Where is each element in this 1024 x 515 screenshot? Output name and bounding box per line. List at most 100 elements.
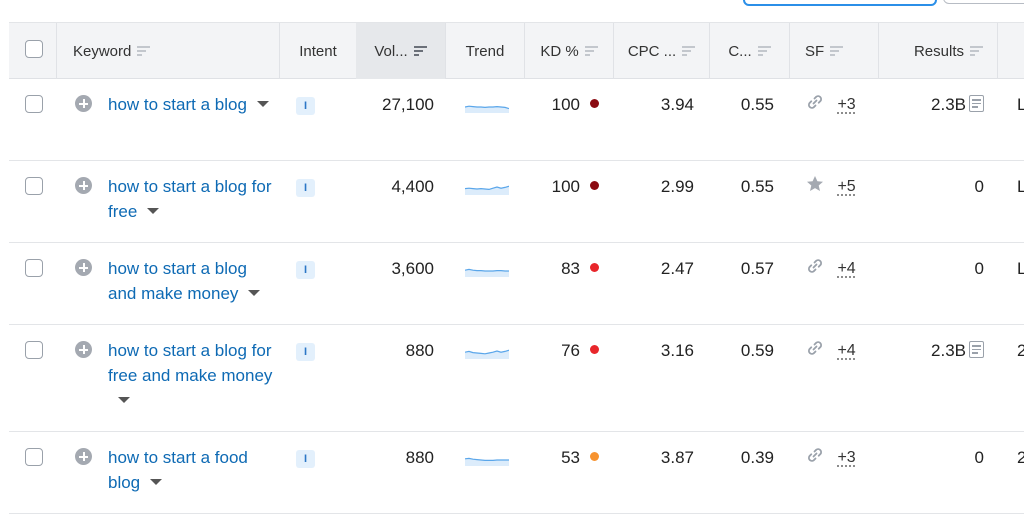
add-circle-icon[interactable] — [75, 95, 92, 112]
keyword-link[interactable]: how to start a blog and make money — [108, 256, 278, 306]
trend-line — [465, 185, 509, 191]
table-body: how to start a blog I 27,100 100 3.94 0.… — [9, 79, 1024, 514]
intent-badge[interactable]: I — [296, 450, 315, 468]
trend-sparkline — [465, 105, 509, 113]
trend-area — [465, 186, 509, 195]
keyword-text[interactable]: how to start a food blog — [108, 448, 248, 492]
filter-icon[interactable] — [682, 46, 696, 56]
sf-more-link[interactable]: +4 — [837, 342, 856, 359]
sf-more-link[interactable]: +3 — [837, 449, 856, 466]
row-checkbox[interactable] — [25, 95, 43, 113]
results-cell: 2.3B — [889, 338, 984, 363]
header-intent-label: Intent — [299, 42, 337, 60]
kd-value: 100 — [551, 95, 580, 114]
link-icon — [808, 448, 822, 462]
filter-icon[interactable] — [970, 46, 983, 56]
filter-icon[interactable] — [137, 46, 151, 56]
volume-value: 27,100 — [382, 95, 434, 114]
link-icon — [808, 259, 822, 273]
keyword-table: Keyword Intent Vol... Trend KD % CPC ...… — [9, 22, 1024, 514]
sf-more-link[interactable]: +5 — [837, 178, 856, 195]
intent-badge[interactable]: I — [296, 97, 315, 115]
kd-cell: 76 — [515, 338, 599, 363]
caret-down-icon[interactable] — [256, 101, 269, 107]
trend-line — [465, 457, 509, 461]
trend-sparkline — [465, 268, 509, 277]
header-intent[interactable]: Intent — [280, 23, 356, 79]
intent-badge[interactable]: I — [296, 261, 315, 279]
keyword-text[interactable]: how to start a blog for free and make mo… — [108, 341, 273, 385]
header-results[interactable]: Results — [879, 23, 998, 79]
keyword-text[interactable]: how to start a blog and make money — [108, 259, 247, 303]
competition-value: 0.57 — [740, 259, 774, 278]
cpc-value: 2.99 — [660, 177, 694, 196]
header-trend[interactable]: Trend — [446, 23, 525, 79]
row-checkbox[interactable] — [25, 341, 43, 359]
next-column-cut-value: 2 — [1017, 341, 1024, 360]
sf-more-link[interactable]: +3 — [837, 96, 856, 113]
primary-action-button[interactable] — [743, 0, 937, 6]
row-checkbox[interactable] — [25, 448, 43, 466]
filter-icon[interactable] — [757, 46, 771, 56]
header-volume[interactable]: Vol... — [356, 23, 446, 79]
table-row: how to start a blog I 27,100 100 3.94 0.… — [9, 79, 1024, 161]
kd-level-dot — [590, 452, 599, 461]
caret-down-icon[interactable] — [248, 290, 261, 296]
document-icon[interactable] — [969, 95, 984, 112]
add-circle-icon[interactable] — [75, 341, 92, 358]
header-results-label: Results — [913, 42, 964, 60]
trend-sparkline — [465, 185, 509, 195]
select-all-checkbox[interactable] — [25, 40, 43, 58]
kd-cell: 100 — [515, 174, 599, 199]
keyword-text[interactable]: how to start a blog for free — [108, 177, 272, 221]
add-circle-icon[interactable] — [75, 448, 92, 465]
trend-sparkline — [465, 349, 509, 359]
toolbar — [0, 0, 1024, 22]
header-keyword-label: Keyword — [73, 42, 132, 60]
header-cpc[interactable]: CPC ... — [614, 23, 710, 79]
row-checkbox[interactable] — [25, 259, 43, 277]
next-column-cut-value: 2 — [1017, 448, 1024, 467]
add-circle-icon[interactable] — [75, 177, 92, 194]
intent-badge[interactable]: I — [296, 343, 315, 361]
caret-down-icon[interactable] — [150, 479, 163, 485]
row-checkbox[interactable] — [25, 177, 43, 195]
header-kd-label: KD % — [540, 42, 579, 60]
header-sf[interactable]: SF — [790, 23, 879, 79]
link-icon — [808, 95, 822, 109]
header-cpc-label: CPC ... — [627, 42, 677, 60]
add-circle-icon[interactable] — [75, 259, 92, 276]
serp-features: +3 — [805, 445, 856, 470]
caret-down-icon[interactable] — [118, 397, 130, 403]
table-row: how to start a blog for free and make mo… — [9, 325, 1024, 432]
header-competition[interactable]: C... — [710, 23, 790, 79]
sort-icon[interactable] — [413, 46, 427, 56]
keyword-text[interactable]: how to start a blog — [108, 95, 247, 114]
table-header: Keyword Intent Vol... Trend KD % CPC ...… — [9, 22, 1024, 79]
results-value: 0 — [974, 177, 984, 196]
trend-area — [465, 350, 509, 359]
results-value: 0 — [974, 448, 984, 467]
intent-badge[interactable]: I — [296, 179, 315, 197]
header-sf-label: SF — [805, 42, 825, 60]
filter-icon[interactable] — [830, 46, 844, 56]
filter-icon[interactable] — [584, 46, 598, 56]
keyword-link[interactable]: how to start a blog — [108, 92, 278, 117]
secondary-action-button[interactable] — [943, 0, 1024, 4]
volume-value: 880 — [405, 341, 434, 360]
keyword-link[interactable]: how to start a blog for free and make mo… — [108, 338, 278, 413]
header-keyword[interactable]: Keyword — [57, 23, 280, 79]
kd-cell: 83 — [515, 256, 599, 281]
cpc-value: 3.16 — [660, 341, 694, 360]
competition-value: 0.55 — [740, 177, 774, 196]
keyword-link[interactable]: how to start a blog for free — [108, 174, 278, 224]
sf-more-link[interactable]: +4 — [837, 260, 856, 277]
caret-down-icon[interactable] — [147, 208, 160, 214]
keyword-link[interactable]: how to start a food blog — [108, 445, 278, 495]
kd-value: 53 — [561, 448, 580, 467]
header-kd[interactable]: KD % — [525, 23, 614, 79]
results-value: 2.3B — [931, 95, 966, 114]
document-icon[interactable] — [969, 341, 984, 358]
kd-cell: 100 — [515, 92, 599, 117]
next-column-cut-value: L — [1017, 95, 1024, 114]
